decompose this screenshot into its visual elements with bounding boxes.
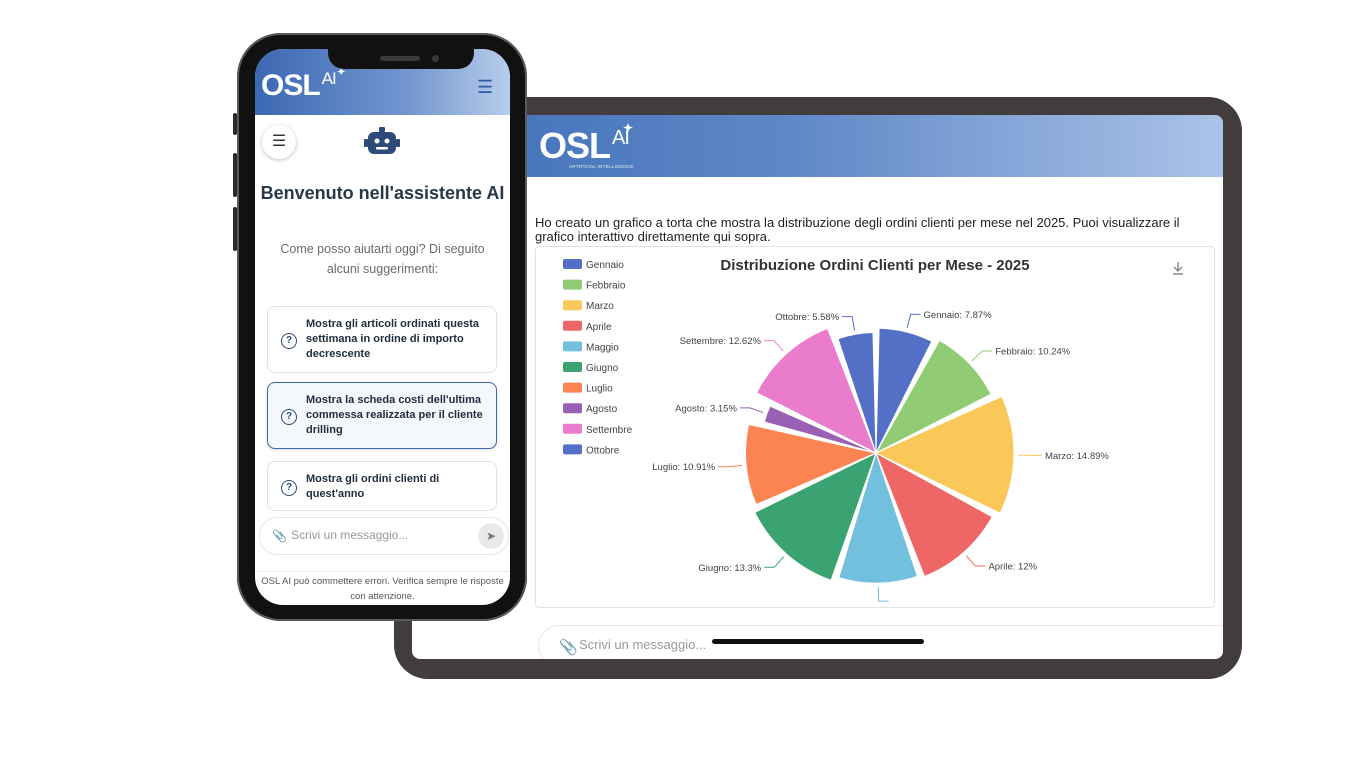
legend-label[interactable]: Giugno xyxy=(586,363,619,374)
suggestion-card[interactable]: ? Mostra gli articoli ordinati questa se… xyxy=(267,306,497,373)
home-indicator xyxy=(712,639,924,644)
chart-legend: Gennaio Febbraio Marzo Aprile Maggio Giugno Lu… xyxy=(563,259,633,456)
robot-icon xyxy=(364,127,400,154)
label-leader-line xyxy=(718,464,743,468)
label-leader-line xyxy=(763,340,784,352)
pie-slice[interactable] xyxy=(837,332,877,454)
question-circle-icon: ? xyxy=(281,409,297,425)
label-leader-line xyxy=(971,350,993,362)
disclaimer-text: OSL AI può commettere errori. Verifica s… xyxy=(255,571,510,604)
pie-labels: Gennaio: 7.87% Febbraio: 10.24% Marzo: 14.… xyxy=(652,310,1109,602)
message-placeholder: Scrivi un messaggio... xyxy=(291,528,409,542)
welcome-subtitle: Come posso aiutarti oggi? Di seguito alc… xyxy=(280,242,485,276)
label-leader-line xyxy=(739,407,764,414)
slice-data-label: Settembre: 12.62% xyxy=(680,336,762,347)
paperclip-icon[interactable]: 📎 xyxy=(272,529,287,543)
chart-title: Distribuzione Ordini Clienti per Mese - … xyxy=(720,257,1029,274)
question-circle-icon: ? xyxy=(281,333,297,349)
legend-label[interactable]: Settembre xyxy=(586,425,633,436)
pie-slice[interactable] xyxy=(763,405,877,454)
pie-slice[interactable] xyxy=(756,327,877,454)
legend-swatch[interactable] xyxy=(563,403,582,414)
chart-card: Distribuzione Ordini Clienti per Mese - … xyxy=(535,246,1215,608)
pie-slice[interactable] xyxy=(875,395,1015,514)
pie-slices xyxy=(744,327,1015,584)
message-placeholder: Scrivi un messaggio... xyxy=(579,637,707,652)
tablet-device: OSL AI ✦ ARTIFICIAL INTELLIGENCE Ho creat… xyxy=(394,97,1242,679)
pie-slice[interactable] xyxy=(754,452,877,581)
legend-swatch[interactable] xyxy=(563,279,582,290)
label-leader-line xyxy=(764,556,784,568)
legend-label[interactable]: Gennaio xyxy=(586,260,624,271)
volume-down-button xyxy=(233,207,237,251)
hamburger-icon[interactable]: ☰ xyxy=(477,77,494,97)
suggestion-card[interactable]: ? Mostra gli ordini clienti di quest'ann… xyxy=(267,461,497,511)
label-leader-line xyxy=(842,316,856,331)
slice-data-label: Gennaio: 7.87% xyxy=(924,310,993,321)
legend-swatch[interactable] xyxy=(563,320,582,331)
app-header: OSL AI ✦ ARTIFICIAL INTELLIGENCE xyxy=(412,115,1223,177)
legend-label[interactable]: Maggio xyxy=(586,342,619,353)
label-leader-line xyxy=(965,555,986,567)
legend-swatch[interactable] xyxy=(563,259,582,269)
legend-label[interactable]: Marzo xyxy=(586,301,614,312)
phone-screen: OSL AI ✦ ☰ ☰ Benvenuto nell'assistente AI… xyxy=(255,49,510,605)
legend-label[interactable]: Luglio xyxy=(586,384,613,395)
slice-data-label: Aprile: 12% xyxy=(988,562,1037,573)
label-leader-line xyxy=(906,313,921,329)
pie-chart: Distribuzione Ordini Clienti per Mese - … xyxy=(563,257,1183,602)
message-input[interactable]: 📎 Scrivi un messaggio... ➤ xyxy=(259,517,509,555)
send-icon[interactable]: ➤ xyxy=(478,523,504,549)
pie-slice[interactable] xyxy=(875,452,993,577)
side-button xyxy=(233,113,237,135)
slice-data-label: Marzo: 14.89% xyxy=(1045,451,1109,462)
suggestion-card[interactable]: ? Mostra la scheda costi dell'ultima com… xyxy=(267,382,497,449)
legend-swatch[interactable] xyxy=(563,423,582,434)
legend-label[interactable]: Ottobre xyxy=(586,445,620,456)
legend-swatch[interactable] xyxy=(563,444,582,455)
legend-label[interactable]: Aprile xyxy=(586,322,612,333)
pie-slice[interactable] xyxy=(875,339,992,454)
volume-up-button xyxy=(233,153,237,197)
sidebar-toggle-button[interactable]: ☰ xyxy=(262,125,296,159)
pie-slice[interactable] xyxy=(744,423,877,506)
slice-data-label: Febbraio: 10.24% xyxy=(995,347,1071,358)
pie-slice[interactable] xyxy=(838,452,918,584)
label-leader-line xyxy=(877,587,889,602)
assistant-message: Ho creato un grafico a torta che mostra … xyxy=(535,215,1180,244)
pie-slice[interactable] xyxy=(875,327,933,454)
slice-data-label: Luglio: 10.91% xyxy=(652,462,715,473)
legend-swatch[interactable] xyxy=(563,382,582,393)
welcome-title: Benvenuto nell'assistente AI xyxy=(260,183,505,203)
legend-swatch[interactable] xyxy=(563,300,582,311)
legend-label[interactable]: Agosto xyxy=(586,404,618,415)
tablet-screen: OSL AI ✦ ARTIFICIAL INTELLIGENCE Ho creat… xyxy=(412,115,1223,659)
osl-ai-logo: OSL AI ✦ xyxy=(261,67,345,102)
slice-data-label: Giugno: 13.3% xyxy=(698,563,761,574)
phone-device: OSL AI ✦ ☰ ☰ Benvenuto nell'assistente AI… xyxy=(233,33,527,621)
legend-swatch[interactable] xyxy=(563,341,582,352)
download-icon[interactable] xyxy=(1173,262,1183,275)
slice-data-label: Agosto: 3.15% xyxy=(675,403,737,414)
osl-ai-logo: OSL AI ✦ ARTIFICIAL INTELLIGENCE xyxy=(539,121,634,169)
legend-swatch[interactable] xyxy=(563,362,582,372)
phone-notch xyxy=(328,49,474,69)
legend-label[interactable]: Febbraio xyxy=(586,281,626,292)
slice-data-label: Ottobre: 5.58% xyxy=(775,312,839,323)
question-circle-icon: ? xyxy=(281,480,297,496)
paperclip-icon[interactable]: 📎 xyxy=(559,639,578,656)
